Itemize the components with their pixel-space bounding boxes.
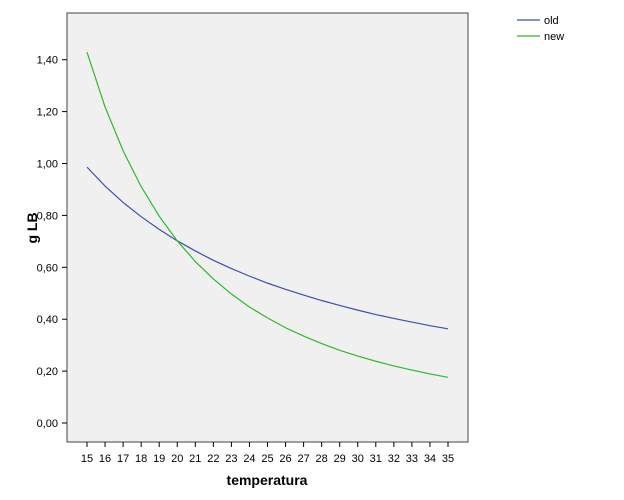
y-tick-label: 0,00 — [37, 418, 58, 430]
x-tick-label: 30 — [352, 453, 364, 465]
y-tick-label: 0,60 — [37, 262, 58, 274]
x-tick-label: 32 — [388, 453, 400, 465]
series-line-old — [86, 166, 449, 330]
y-tick-label: 0,80 — [37, 210, 58, 222]
x-tick-label: 22 — [207, 453, 219, 465]
x-tick-label: 21 — [189, 453, 201, 465]
legend-label-new: new — [544, 31, 564, 43]
x-tick-label: 25 — [261, 453, 273, 465]
y-tick-label: 1,20 — [37, 107, 58, 119]
y-tick-label: 0,40 — [37, 314, 58, 326]
x-tick-label: 20 — [171, 453, 183, 465]
x-tick-label: 23 — [225, 453, 237, 465]
x-tick-label: 31 — [370, 453, 382, 465]
legend-label-old: old — [544, 15, 559, 27]
x-tick-label: 26 — [279, 453, 291, 465]
plot-area — [66, 12, 469, 443]
x-tick-label: 33 — [406, 453, 418, 465]
x-tick-label: 19 — [153, 453, 165, 465]
series-line-new — [86, 51, 449, 378]
x-tick-label: 16 — [99, 453, 111, 465]
x-tick-label: 17 — [117, 453, 129, 465]
y-tick-label: 0,20 — [37, 366, 58, 378]
x-tick-label: 28 — [316, 453, 328, 465]
y-tick-label: 1,00 — [37, 159, 58, 171]
y-tick-label: 1,40 — [37, 55, 58, 67]
y-axis-label: g LB — [24, 212, 40, 243]
x-axis-label: temperatura — [227, 472, 308, 488]
x-tick-label: 34 — [424, 453, 436, 465]
x-tick-label: 27 — [297, 453, 309, 465]
x-tick-label: 29 — [334, 453, 346, 465]
legend: old new — [517, 15, 564, 43]
x-tick-label: 15 — [81, 453, 93, 465]
x-tick-label: 24 — [243, 453, 255, 465]
x-tick-label: 35 — [442, 453, 454, 465]
x-tick-label: 18 — [135, 453, 147, 465]
